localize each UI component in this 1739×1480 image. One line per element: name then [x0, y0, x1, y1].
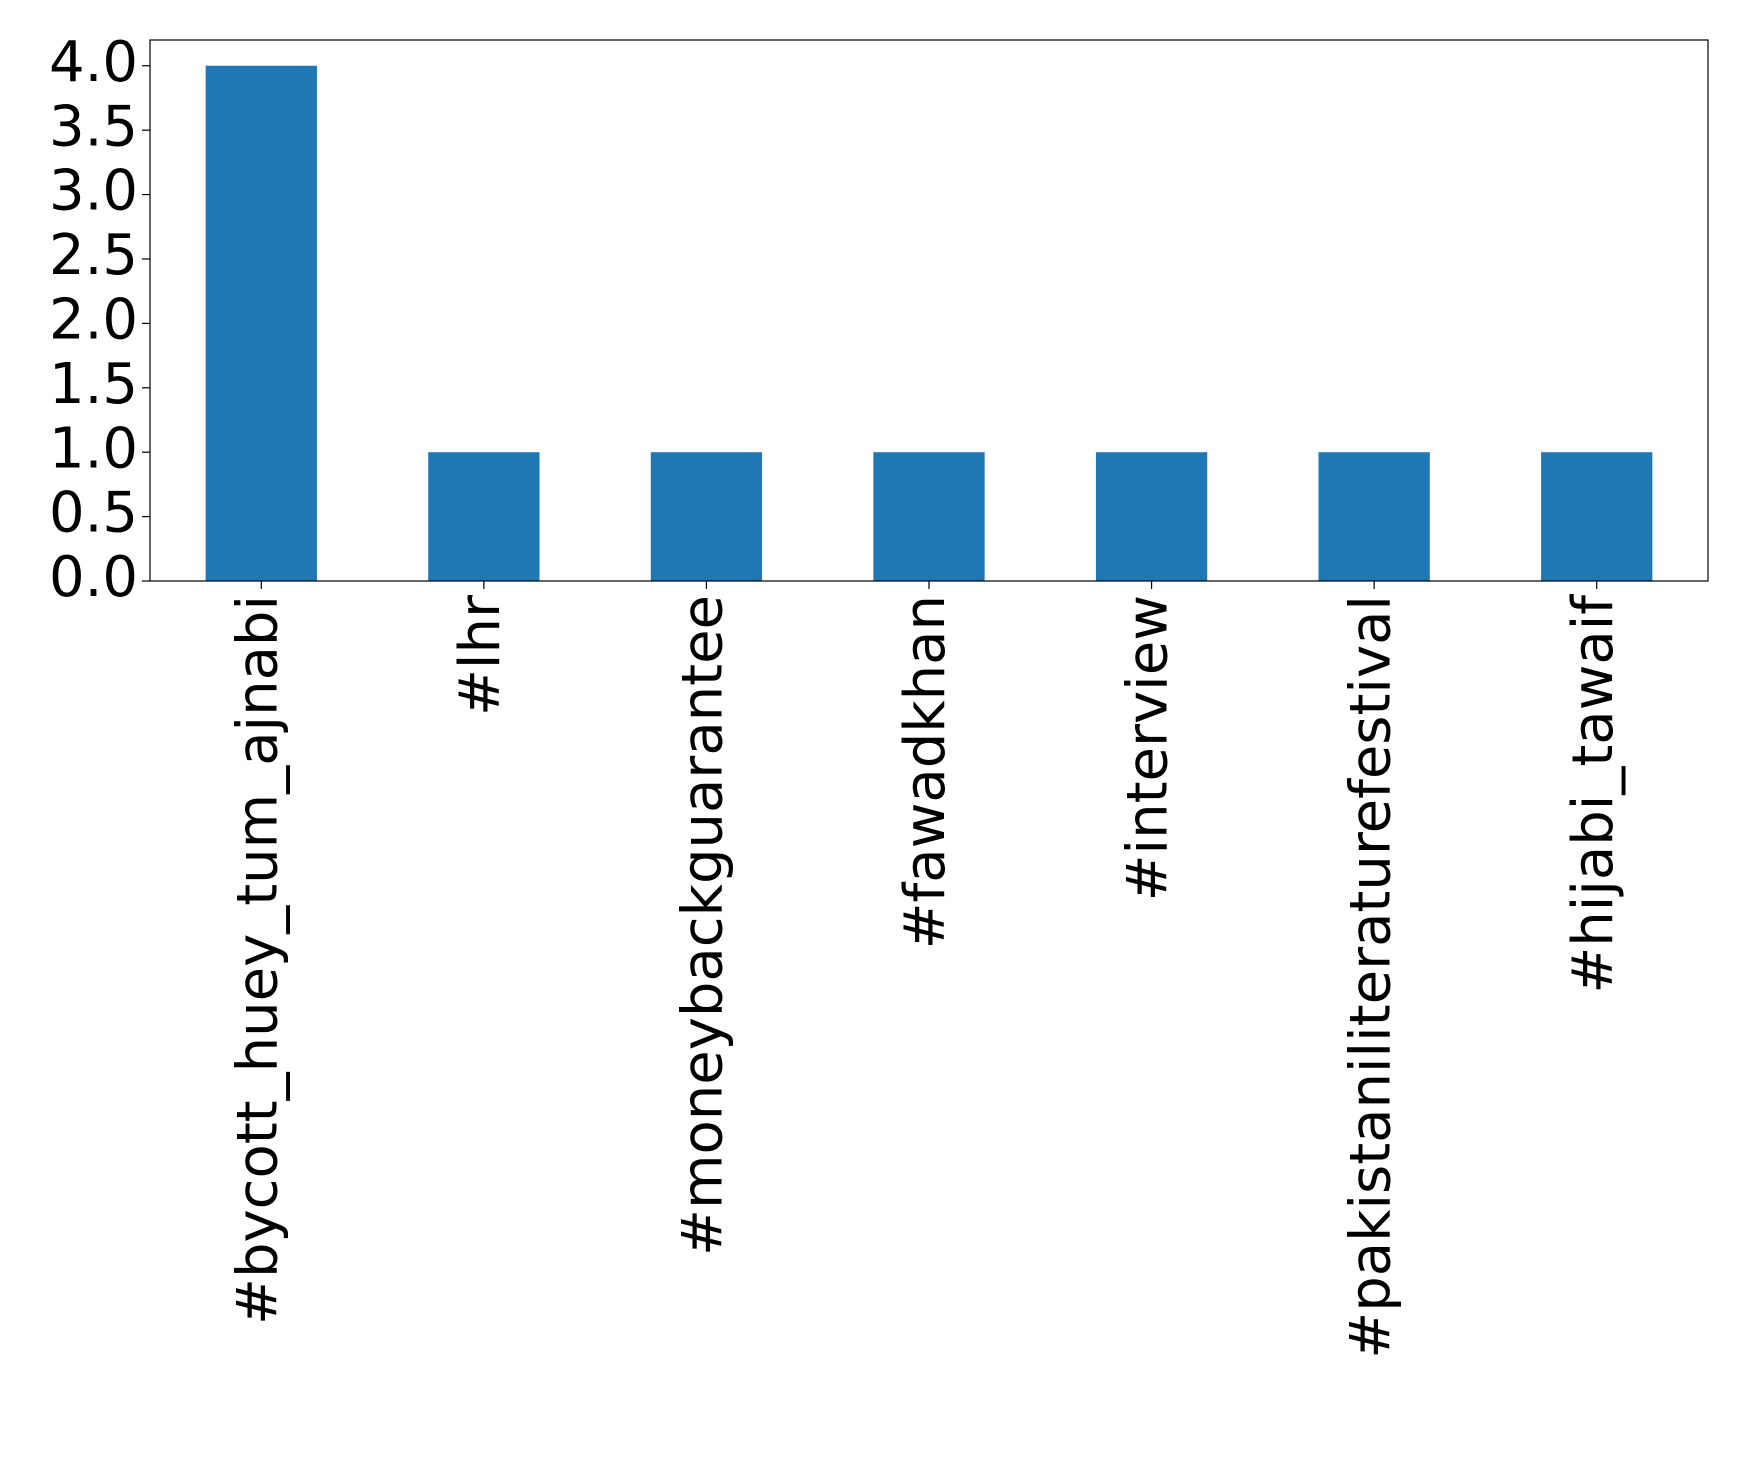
x-tick-label: #pakistaniliteraturefestival [1338, 595, 1403, 1359]
y-tick-label: 2.5 [49, 223, 138, 288]
x-tick-label: #moneybackguarantee [671, 595, 736, 1256]
bar [873, 452, 985, 581]
bar [650, 452, 763, 581]
y-tick-label: 3.5 [49, 94, 138, 159]
x-tick-label: #fawadkhan [893, 595, 958, 949]
bar [428, 452, 540, 581]
bar [1095, 452, 1208, 581]
x-tick-label: #lhr [448, 594, 513, 716]
plot-frame [149, 39, 1709, 582]
y-tick-label: 4.0 [49, 30, 138, 95]
y-tick-label: 1.5 [49, 352, 138, 417]
bar [1318, 452, 1430, 581]
y-tick-label: 3.0 [49, 159, 138, 224]
x-tick-label: #hijabi_tawaif [1561, 594, 1626, 994]
y-tick-label: 0.5 [49, 481, 138, 546]
x-tick-label: #bycott_huey_tum_ajnabi [225, 595, 290, 1325]
y-tick-label: 2.0 [49, 288, 138, 353]
y-tick-label: 0.0 [49, 545, 138, 610]
bar [205, 65, 317, 581]
y-tick-label: 1.0 [49, 416, 138, 481]
x-tick-label: #interview [1116, 595, 1181, 901]
bar [1541, 452, 1653, 581]
